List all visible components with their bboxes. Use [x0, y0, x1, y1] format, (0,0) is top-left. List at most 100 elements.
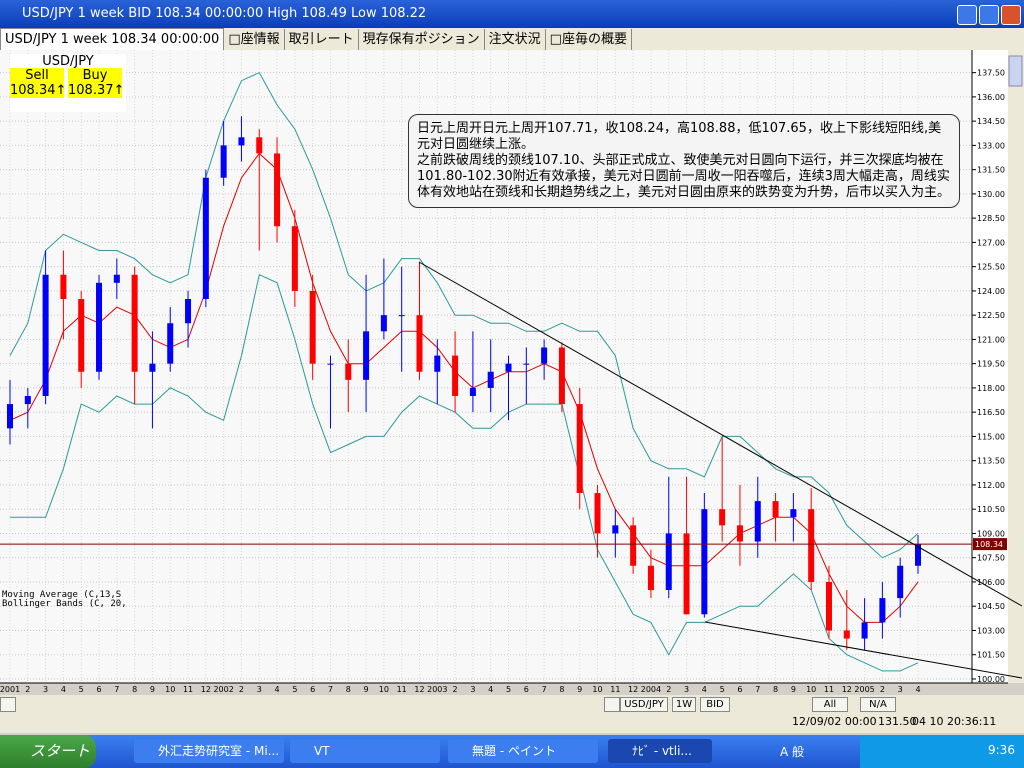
y-tick-label: 127.00 — [977, 238, 1005, 247]
x-tick-label: 9 — [577, 685, 582, 694]
candle-body — [736, 525, 743, 542]
sell-price: 108.34↑ — [10, 83, 67, 98]
x-tick-label: 7 — [114, 685, 119, 694]
task-button[interactable]: 無題 - ペイント — [448, 739, 598, 763]
task-button[interactable]: 外汇走势研究室 - Mi... — [134, 739, 284, 763]
y-tick-label: 133.00 — [977, 141, 1005, 150]
period-button[interactable]: 1W — [672, 697, 696, 712]
y-tick-label: 101.50 — [977, 651, 1005, 660]
y-axis-area — [972, 50, 1008, 683]
candle-body — [612, 525, 619, 534]
x-tick-label: 4 — [275, 685, 280, 694]
x-tick-label: 8 — [346, 685, 351, 694]
candle-body — [469, 387, 476, 397]
x-tick-label: 11 — [610, 685, 620, 694]
title-bar: USD/JPY 1 week BID 108.34 00:00:00 High … — [0, 0, 1024, 28]
x-tick-label: 10 — [806, 685, 816, 694]
candle-body — [523, 363, 530, 365]
x-tick-label: 4 — [61, 685, 66, 694]
y-tick-label: 116.50 — [977, 408, 1005, 417]
y-tick-label: 131.50 — [977, 166, 1005, 175]
tab[interactable]: 取引レート — [285, 29, 359, 50]
ime-indicator[interactable]: A 般 — [780, 745, 805, 759]
candle-body — [434, 355, 441, 372]
candle-body — [131, 274, 138, 372]
x-tick-label: 2 — [239, 685, 244, 694]
x-tick-label: 5 — [720, 685, 725, 694]
start-button[interactable]: スタート — [0, 735, 96, 768]
tab[interactable]: □座情報 — [224, 29, 285, 50]
candles — [0, 116, 972, 650]
y-tick-label: 100.00 — [977, 675, 1005, 684]
task-button[interactable]: ﾅﾋﾞ - vtli... — [608, 739, 712, 763]
minimize-button[interactable] — [957, 5, 977, 25]
x-tick-label: 5 — [506, 685, 511, 694]
candle-body — [256, 137, 263, 154]
candle-body — [665, 533, 672, 591]
symbol-button[interactable]: USD/JPY — [620, 697, 668, 712]
status-time: 04 10 20:36:11 — [912, 715, 997, 728]
y-tick-label: 136.00 — [977, 93, 1005, 102]
indicator-label: Bollinger Bands (C, 20, — [2, 599, 127, 609]
x-tick-label: 7 — [328, 685, 333, 694]
note-text: 日元上周开日元上周开107.71，收108.24，高108.88，低107.65… — [417, 121, 942, 152]
all-button[interactable]: All — [812, 697, 848, 712]
x-tick-label: 3 — [684, 685, 689, 694]
task-button[interactable]: VT — [290, 739, 440, 763]
buy-price: 108.37↑ — [68, 83, 125, 98]
y-tick-label: 137.50 — [977, 69, 1005, 78]
axis-labels: 137.50 136.00 134.50 133.00 131.50 130.00 128.… — [0, 69, 1007, 694]
scroll-right[interactable] — [604, 697, 620, 712]
clock: 9:36 — [988, 743, 1015, 757]
x-tick-label: 10 — [592, 685, 602, 694]
bid-button[interactable]: BID — [700, 697, 730, 712]
y-tick-label: 124.00 — [977, 287, 1005, 296]
x-tick-label: 8 — [132, 685, 137, 694]
candle-body — [487, 371, 494, 388]
sell-box[interactable]: Sell 108.34↑ — [10, 68, 67, 98]
y-tick-label: 109.00 — [977, 529, 1005, 538]
y-tick-label: 103.00 — [977, 626, 1005, 635]
status-bar: 12/09/02 00:00 131.50 04 10 20:36:11 — [0, 713, 1024, 733]
y-tick-label: 107.50 — [977, 554, 1005, 563]
x-tick-label: 10 — [379, 685, 389, 694]
candle-body — [60, 274, 67, 299]
x-tick-label: 8 — [559, 685, 564, 694]
candle-body — [42, 274, 49, 397]
candle-body — [416, 315, 423, 372]
candle-body — [594, 493, 601, 534]
candle-body — [380, 315, 387, 332]
tab[interactable]: USD/JPY 1 week 108.34 00:00:00 — [0, 28, 225, 51]
na-button[interactable]: N/A — [860, 697, 896, 712]
candle-body — [505, 363, 512, 372]
candle-body — [541, 347, 548, 364]
maximize-button[interactable] — [979, 5, 999, 25]
buy-box[interactable]: Buy 108.37↑ — [68, 68, 125, 98]
status-price: 131.50 — [878, 715, 917, 728]
x-tick-label: 4 — [488, 685, 493, 694]
y-tick-label: 128.50 — [977, 214, 1005, 223]
close-button[interactable] — [1001, 5, 1021, 25]
scroll-left[interactable] — [0, 697, 16, 712]
candle-body — [630, 525, 637, 566]
x-tick-label: 2 — [25, 685, 30, 694]
buy-label: Buy — [82, 68, 108, 83]
y-tick-label: 112.00 — [977, 481, 1005, 490]
toolbar: USD/JPY 1W BID All N/A — [0, 695, 1024, 713]
scroll-thumb[interactable] — [1008, 55, 1023, 87]
tab[interactable]: □座毎の概要 — [546, 29, 632, 50]
taskbar: スタート 外汇走势研究室 - Mi... VT 無題 - ペイント ﾅﾋﾞ - … — [0, 735, 1024, 768]
candle-body — [790, 509, 797, 518]
tab[interactable]: 注文状況 — [485, 29, 546, 50]
candle-body — [897, 565, 904, 599]
x-tick-label: 2001 — [0, 685, 20, 694]
annotation: 日元上周开日元上周开107.71，收108.24，高108.88，低107.65… — [408, 114, 960, 208]
tab[interactable]: 現存保有ポジション — [359, 29, 485, 50]
scrollbar[interactable] — [1008, 50, 1024, 683]
x-tick-label: 5 — [292, 685, 297, 694]
x-tick-label: 3 — [898, 685, 903, 694]
candle-body — [879, 598, 886, 623]
x-tick-label: 11 — [397, 685, 407, 694]
y-tick-label: 121.00 — [977, 335, 1005, 344]
y-tick-label: 119.50 — [977, 360, 1005, 369]
